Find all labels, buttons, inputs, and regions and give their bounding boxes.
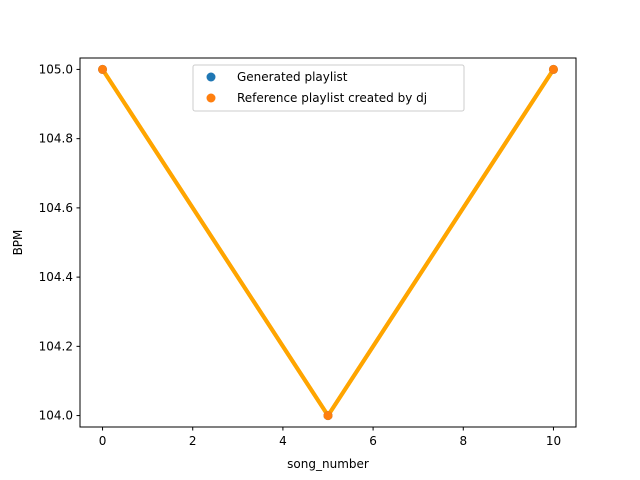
legend-box [192, 64, 465, 112]
x-tick-label: 0 [99, 434, 107, 448]
x-axis: 0 2 4 6 8 10 [99, 427, 561, 448]
series-line-0 [100, 67, 556, 418]
legend: Generated playlist Reference playlist cr… [192, 64, 465, 112]
series-line-1 [100, 67, 556, 418]
x-axis-label: song_number [287, 457, 369, 471]
data-point-series-1 [323, 411, 333, 421]
x-tick-label: 4 [279, 434, 287, 448]
series-markers [98, 64, 558, 421]
x-tick-label: 2 [189, 434, 197, 448]
series-lines [100, 67, 556, 418]
y-tick-label: 104.4 [39, 270, 73, 284]
axes-frame [79, 57, 577, 428]
legend-label-reference: Reference playlist created by dj [237, 91, 427, 105]
y-axis-label: BPM [11, 230, 25, 256]
plot-area [98, 64, 558, 421]
data-point-series-1 [98, 64, 108, 74]
x-tick-label: 10 [546, 434, 561, 448]
y-tick-label: 105.0 [39, 62, 73, 76]
data-point-series-1 [548, 64, 558, 74]
x-tick-label: 6 [369, 434, 377, 448]
y-tick-label: 104.6 [39, 201, 73, 215]
x-tick-label: 8 [459, 434, 467, 448]
y-tick-label: 104.2 [39, 339, 73, 353]
y-axis: 104.0 104.2 104.4 104.6 104.8 105.0 [39, 62, 80, 423]
legend-label-generated: Generated playlist [237, 70, 348, 84]
legend-marker-reference [206, 93, 216, 103]
y-tick-label: 104.0 [39, 409, 73, 423]
y-tick-label: 104.8 [39, 132, 73, 146]
legend-marker-generated [206, 72, 216, 82]
